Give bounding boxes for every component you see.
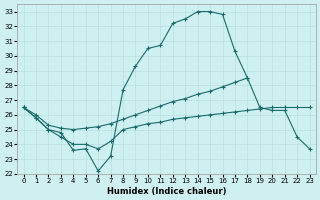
X-axis label: Humidex (Indice chaleur): Humidex (Indice chaleur) [107, 187, 226, 196]
